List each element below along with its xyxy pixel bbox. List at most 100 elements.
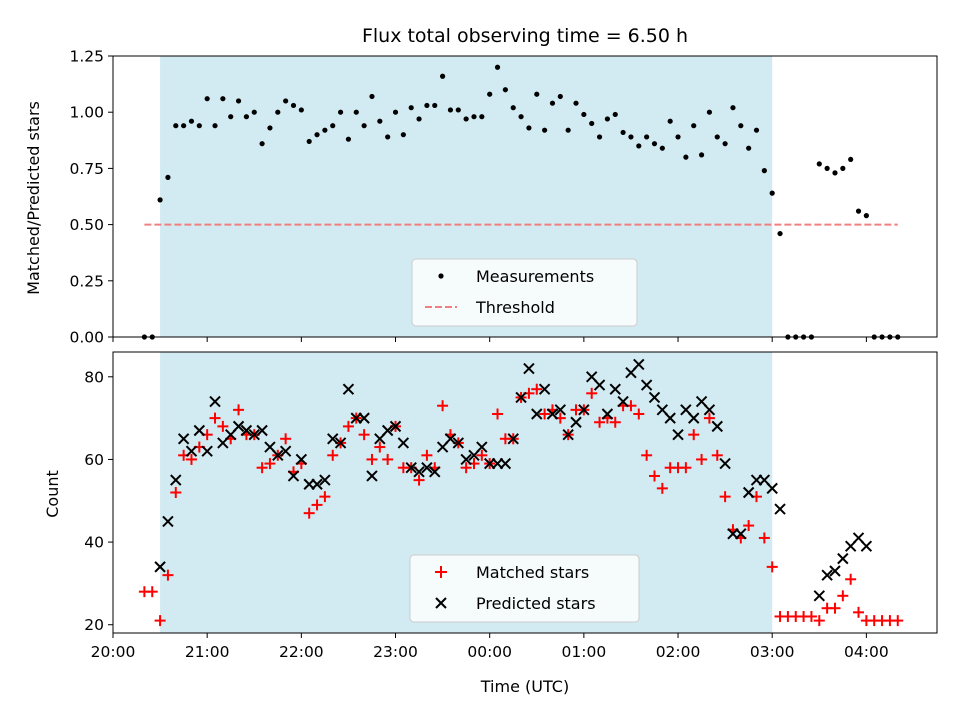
predicted-star-point bbox=[735, 528, 747, 540]
predicted-star-point bbox=[711, 420, 723, 433]
measurement-point bbox=[275, 109, 281, 115]
matched-star-point bbox=[892, 615, 904, 627]
matched-star-point bbox=[437, 400, 449, 412]
predicted-star-point bbox=[334, 437, 347, 449]
measurement-point bbox=[455, 107, 461, 113]
measurement-point bbox=[730, 105, 736, 111]
measurement-point bbox=[573, 100, 579, 106]
matched-star-point bbox=[633, 408, 645, 420]
measurement-point bbox=[636, 143, 642, 149]
measurement-point bbox=[502, 87, 508, 93]
measurement-point bbox=[479, 114, 485, 120]
measurement-point bbox=[667, 118, 673, 124]
matched-star-point bbox=[382, 453, 394, 465]
x-tick-label: 01:00 bbox=[562, 643, 607, 661]
predicted-star-point bbox=[381, 424, 394, 437]
y-tick-label: 1.00 bbox=[69, 104, 104, 122]
predicted-star-point bbox=[499, 457, 512, 470]
y-tick-label: 0.00 bbox=[69, 329, 104, 347]
measurement-point bbox=[345, 136, 352, 142]
measurement-point bbox=[651, 141, 658, 147]
predicted-star-point bbox=[601, 408, 614, 420]
predicted-star-point bbox=[633, 358, 645, 371]
predicted-star-point bbox=[593, 379, 606, 391]
predicted-star-point bbox=[429, 466, 441, 478]
measurement-point bbox=[816, 161, 822, 167]
measurement-point bbox=[392, 109, 399, 115]
predicted-star-point bbox=[185, 445, 198, 457]
matched-star-point bbox=[421, 449, 433, 461]
predicted-star-point bbox=[688, 412, 700, 424]
predicted-star-point bbox=[578, 404, 590, 416]
predicted-star-point bbox=[554, 404, 567, 416]
matched-star-point bbox=[233, 404, 245, 416]
measurement-point bbox=[487, 91, 493, 97]
predicted-star-point bbox=[531, 408, 543, 420]
y-tick-label: 0.75 bbox=[69, 160, 104, 178]
x-tick-label: 20:00 bbox=[91, 643, 136, 661]
measurement-point bbox=[314, 132, 320, 138]
y-tick-label: 0.25 bbox=[69, 272, 104, 290]
matched-star-point bbox=[460, 462, 472, 474]
legend-matched-label: Matched stars bbox=[476, 563, 589, 582]
matched-star-point bbox=[805, 610, 817, 622]
predicted-star-point bbox=[279, 445, 292, 457]
predicted-star-point bbox=[209, 395, 221, 408]
measurement-point bbox=[738, 123, 744, 129]
x-tick-label: 00:00 bbox=[467, 643, 512, 661]
predicted-star-point bbox=[837, 552, 849, 565]
predicted-star-point bbox=[170, 474, 182, 486]
count-plot-frame bbox=[112, 351, 938, 634]
predicted-star-point bbox=[358, 412, 370, 424]
measurement-point bbox=[706, 109, 713, 115]
predicted-star-point bbox=[538, 383, 551, 395]
matched-star-point bbox=[374, 441, 386, 453]
matched-star-point bbox=[766, 561, 778, 573]
matched-star-point bbox=[162, 569, 174, 581]
measurement-point bbox=[526, 125, 532, 131]
matched-star-point bbox=[743, 520, 755, 532]
ratio-legend-box bbox=[411, 258, 638, 327]
measurement-point bbox=[628, 134, 634, 140]
predicted-star-point bbox=[452, 437, 465, 449]
predicted-star-point bbox=[193, 424, 206, 437]
measurement-point bbox=[322, 127, 328, 133]
predicted-star-point bbox=[570, 416, 582, 428]
predicted-star-point bbox=[546, 408, 559, 420]
legend-predicted-label: Predicted stars bbox=[476, 594, 596, 613]
ratio-marks bbox=[141, 64, 901, 340]
measurement-point bbox=[534, 91, 540, 97]
matched-star-point bbox=[256, 462, 268, 474]
measurement-point bbox=[361, 123, 367, 129]
count-x-ticks: 20:00 21:00 22:00 23:00 00:00 01:00 02:00 03:00… bbox=[91, 633, 889, 661]
measurement-point bbox=[753, 127, 760, 133]
matched-star-point bbox=[680, 462, 692, 474]
measurement-point bbox=[510, 105, 516, 111]
x-tick-label: 04:00 bbox=[844, 643, 889, 661]
predicted-star-point bbox=[562, 428, 574, 441]
measurement-point bbox=[290, 102, 297, 109]
matched-star-point bbox=[656, 482, 668, 494]
measurement-point bbox=[330, 123, 336, 129]
measurement-point bbox=[683, 154, 689, 160]
matched-star-point bbox=[209, 412, 221, 424]
predicted-star-point bbox=[515, 391, 527, 404]
y-tick-label: 0.50 bbox=[69, 216, 104, 234]
matched-star-point bbox=[688, 429, 700, 441]
chart-title: Flux total observing time = 6.50 h bbox=[362, 25, 688, 47]
matched-star-point bbox=[311, 499, 323, 511]
measurement-point bbox=[235, 98, 242, 104]
predicted-star-point bbox=[609, 383, 621, 395]
predicted-star-point bbox=[444, 433, 457, 445]
matched-star-point bbox=[853, 606, 865, 618]
measurement-point bbox=[440, 73, 446, 79]
matched-star-point bbox=[696, 453, 708, 465]
matched-star-point bbox=[303, 507, 315, 519]
matched-star-point bbox=[264, 458, 276, 470]
predicted-star-point bbox=[201, 445, 213, 457]
matched-star-point bbox=[413, 474, 425, 486]
matched-star-point bbox=[492, 408, 504, 420]
ratio-panel: 0.00 0.25 0.50 0.75 1.00 1.25 Flux total obse… bbox=[24, 25, 938, 347]
ratio-y-ticks: 0.00 0.25 0.50 0.75 1.00 1.25 bbox=[69, 48, 113, 347]
